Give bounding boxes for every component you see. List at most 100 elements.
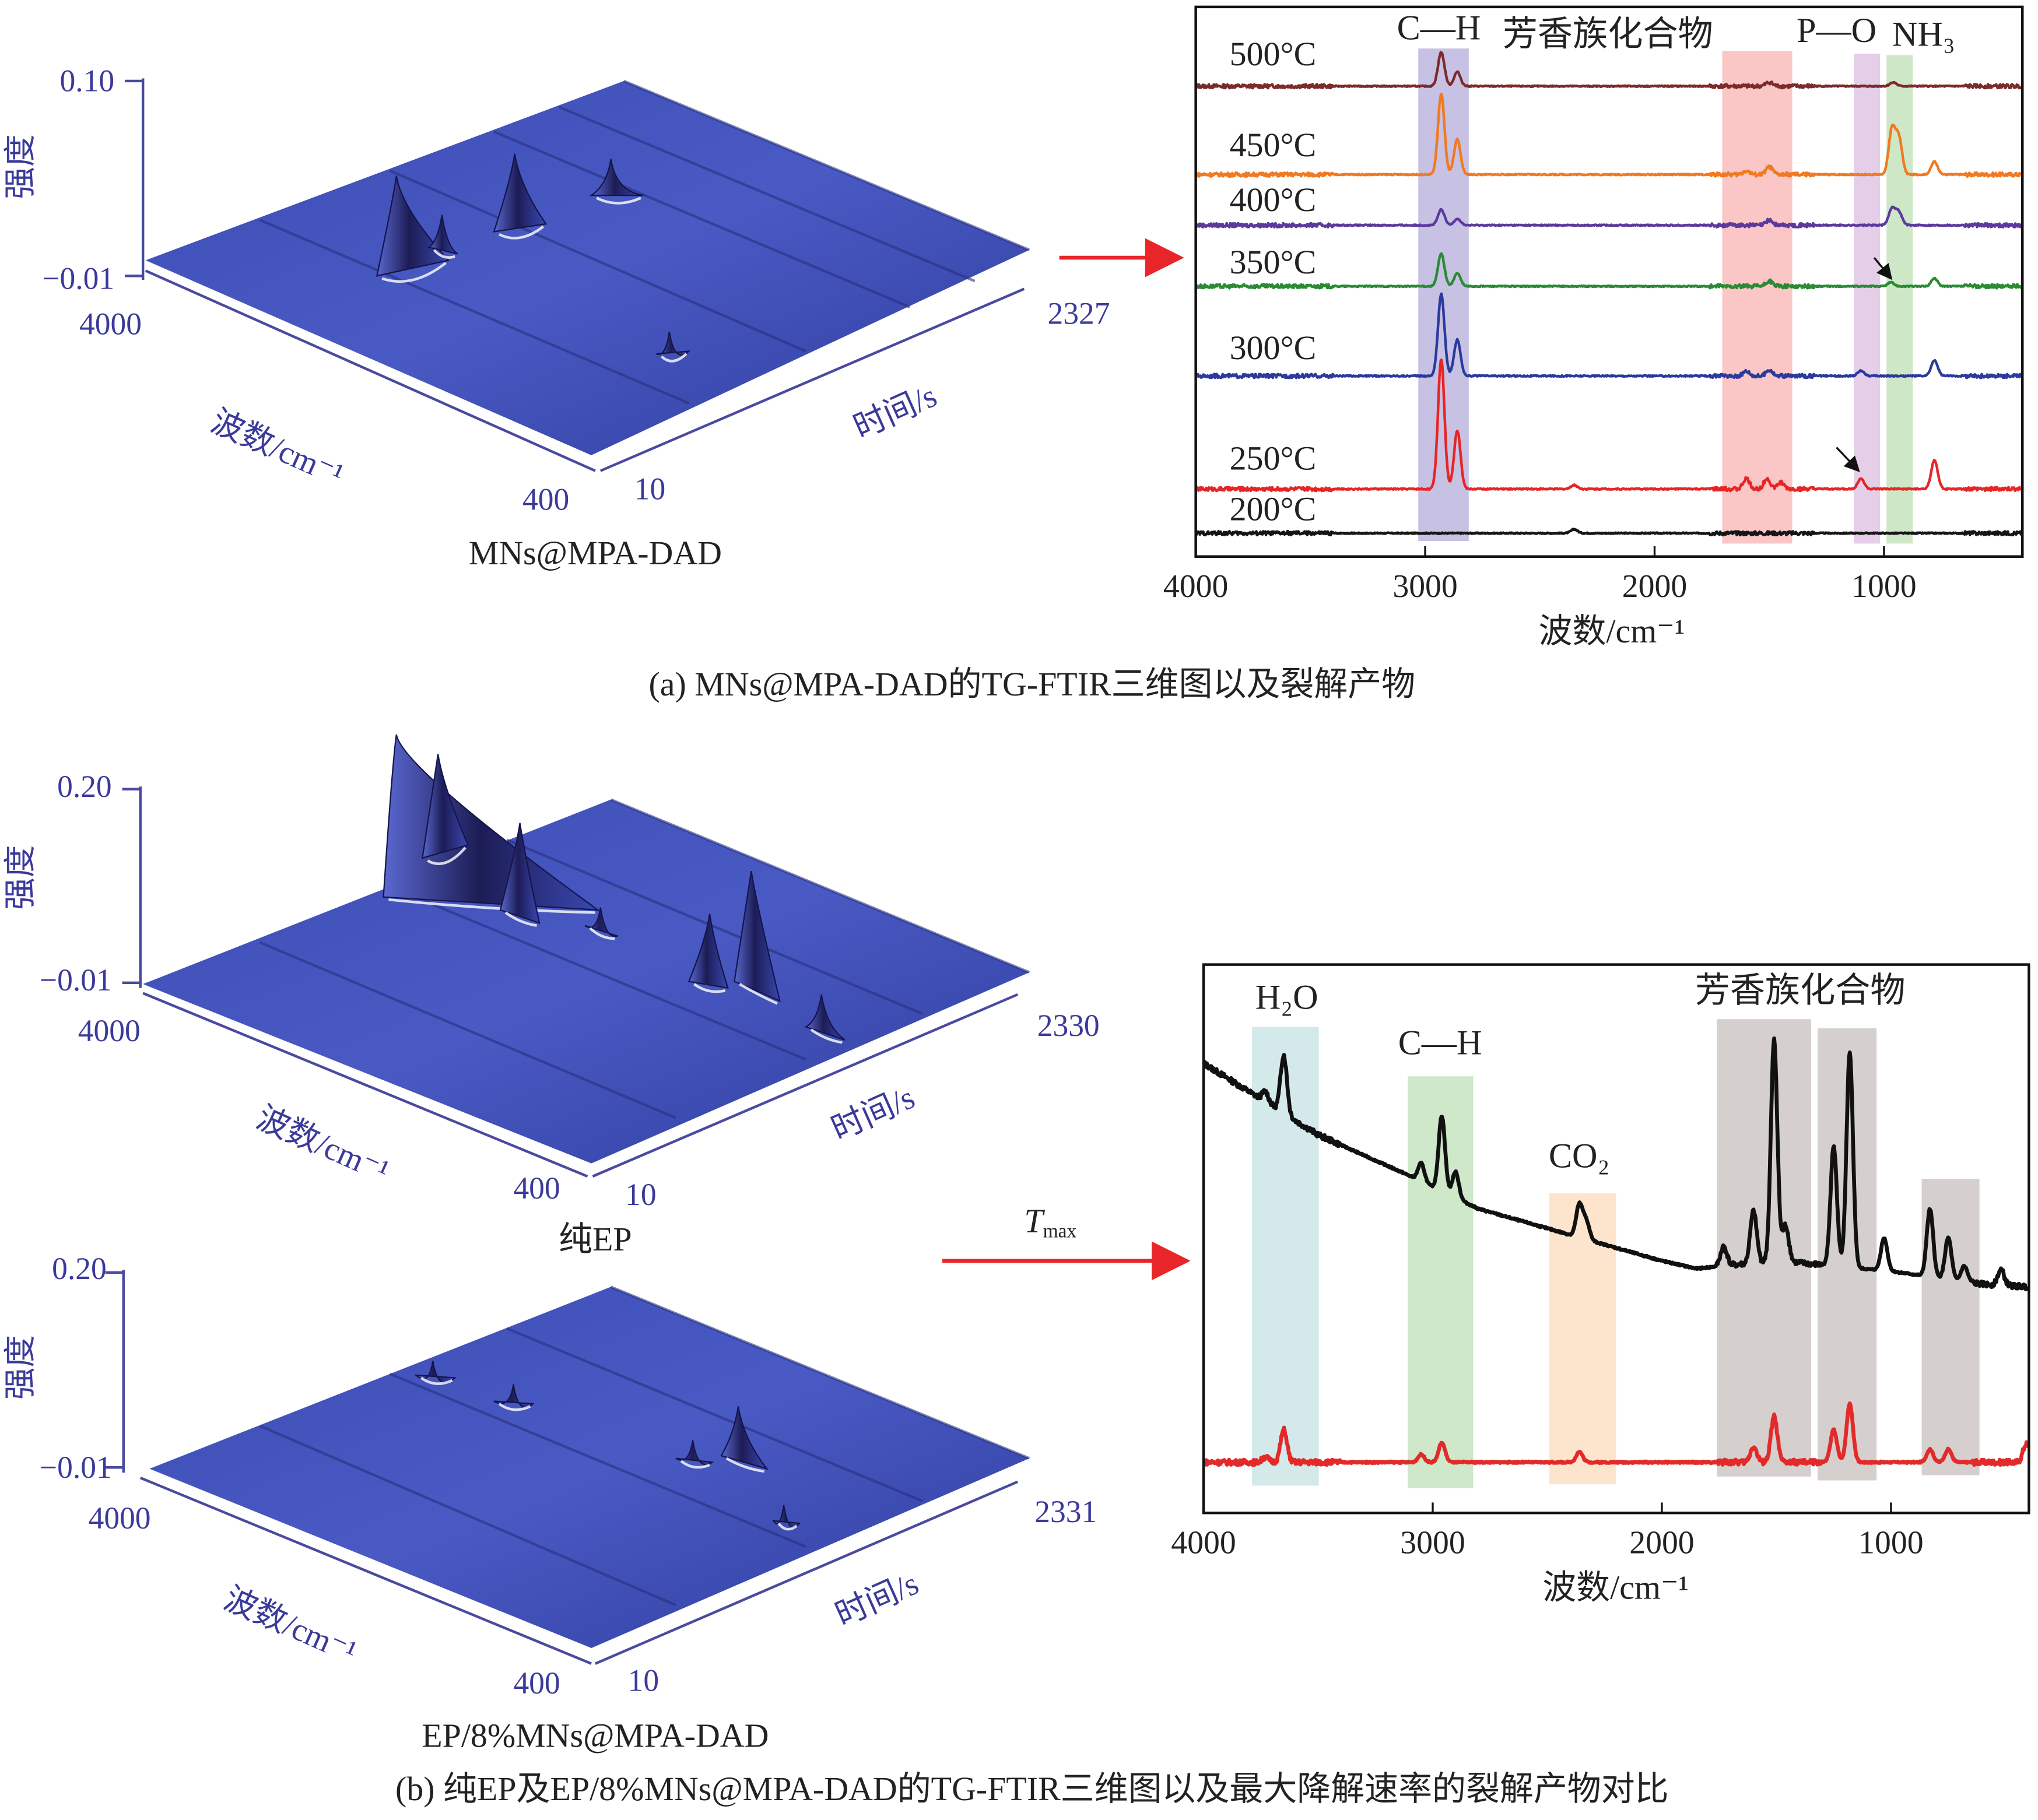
annotation-arrow — [1873, 257, 1893, 280]
surface — [149, 1287, 1030, 1649]
surface-ridge — [389, 1372, 806, 1548]
surface-ridge — [259, 941, 676, 1119]
plot-title: 纯EP — [559, 1220, 632, 1258]
surface-ridge — [558, 106, 976, 283]
plot-title: EP/8%MNs@MPA-DAD — [422, 1716, 769, 1754]
x-tick-label: 3000 — [1392, 568, 1457, 605]
surface-peak — [584, 907, 620, 937]
surface-peak — [427, 215, 458, 255]
y-axis-label: 时间/s — [830, 1565, 924, 1633]
tmax-label: Tmax — [1024, 1202, 1076, 1242]
surface-highlight — [596, 196, 641, 205]
x-tick-label: 1000 — [1858, 1524, 1923, 1561]
y-tick-label: 2331 — [1034, 1494, 1097, 1529]
z-axis-label: 强度 — [2, 134, 38, 199]
surface-highlight — [739, 983, 778, 1005]
surface-highlight — [693, 983, 726, 993]
x-axis-label: 波数/cm⁻¹ — [219, 1580, 362, 1671]
x-axis-label: 波数/cm⁻¹ — [251, 1099, 394, 1190]
y-tick-label: 10 — [628, 1663, 659, 1698]
series-label: 250°C — [1230, 439, 1317, 477]
surface-highlight — [420, 1376, 453, 1385]
y-axis — [599, 287, 1025, 472]
surface — [143, 799, 1030, 1164]
surface-peak — [734, 870, 781, 1002]
bands — [1251, 1019, 1980, 1488]
surface-peak — [589, 159, 644, 196]
y-axis — [592, 993, 1019, 1178]
surface-plot-ep: 0.20 −0.01 强度 4000 400 10 2330 波数/cm⁻¹ 时… — [2, 734, 1100, 1258]
series-label: 500°C — [1230, 35, 1317, 73]
x-axis — [139, 1476, 592, 1665]
x-tick-label: 4000 — [1163, 568, 1228, 605]
surface-peak — [376, 175, 450, 277]
y-axis-label: 时间/s — [848, 378, 942, 446]
band-label: 芳香族化合物 — [1503, 15, 1713, 54]
x-tick-label: 3000 — [1400, 1524, 1465, 1561]
band-0 — [1251, 1027, 1319, 1486]
surface-peak — [804, 994, 846, 1041]
series-line-450°C — [1195, 93, 2023, 178]
surface-ridge — [389, 885, 806, 1061]
series-label: 300°C — [1230, 329, 1317, 367]
surface-plot-mns: 0.10 −0.01 强度 4000 400 10 2327 波数/cm⁻¹ 时… — [2, 64, 1110, 572]
band-1 — [1722, 51, 1793, 544]
surface-ridge — [623, 79, 1030, 251]
bands — [1418, 48, 1913, 544]
surface-highlight — [498, 1403, 531, 1411]
plot-frame — [1194, 5, 2024, 558]
surface-ridge — [610, 798, 1030, 974]
series-line-350°C — [1194, 252, 2023, 290]
series-line-400°C — [1194, 205, 2023, 229]
x-tick-label: 400 — [513, 1171, 560, 1206]
series-lines — [1202, 1036, 2030, 1467]
x-tick-label: 2000 — [1629, 1524, 1694, 1561]
series-label: 350°C — [1230, 243, 1317, 281]
x-tick-label: 4000 — [79, 307, 142, 342]
surface-ridge — [259, 1424, 676, 1607]
series-lines — [1194, 51, 2023, 537]
caption-a: (a) MNs@MPA-DAD的TG-FTIR三维图以及裂解产物 — [649, 665, 1416, 703]
surface-highlight — [777, 1522, 798, 1531]
band-label: 芳香族化合物 — [1695, 971, 1906, 1010]
y-axis — [594, 1480, 1019, 1665]
z-tick-label: −0.01 — [42, 261, 114, 296]
y-tick-label: 2330 — [1037, 1008, 1100, 1043]
surface-highlight — [661, 353, 687, 363]
z-tick-label: 0.10 — [60, 64, 115, 99]
surface-peak — [499, 823, 541, 924]
series-line-series-1 — [1202, 1401, 2030, 1467]
surface-ridge — [506, 1327, 924, 1503]
x-tick-label: 1000 — [1851, 568, 1916, 605]
surface-highlight — [589, 927, 615, 940]
plot-title: MNs@MPA-DAD — [469, 534, 722, 572]
x-tick-label: 4000 — [78, 1013, 141, 1048]
x-tick-label: 4000 — [89, 1501, 151, 1536]
spectra-plot-tmax: 4000 3000 2000 1000 H₂O C—H CO₂ 芳香族化合物 波数/c… — [1171, 963, 2030, 1606]
x-axis-label: 波数/cm⁻¹ — [206, 403, 349, 494]
surface-highlight — [810, 1028, 843, 1044]
y-tick-label: 10 — [634, 472, 665, 507]
surface-ridge — [610, 1285, 1030, 1460]
surface-highlight — [427, 846, 466, 866]
band-label: C—H — [1397, 9, 1481, 48]
surface-ridge — [259, 219, 690, 405]
surface-peak — [687, 913, 729, 989]
tmax-sub: max — [1043, 1221, 1077, 1242]
x-axis-label: 波数/cm⁻¹ — [1542, 1568, 1689, 1606]
surface-highlight — [433, 249, 455, 259]
series-line-series-0 — [1202, 1036, 2030, 1291]
surface-peak — [720, 1406, 769, 1470]
z-axis-label: 强度 — [2, 845, 38, 910]
x-tick-label: 400 — [522, 482, 569, 517]
x-tick-label: 2000 — [1622, 568, 1687, 605]
x-ticks: 4000 3000 2000 1000 — [1171, 1502, 1924, 1561]
y-tick-label: 2327 — [1048, 296, 1110, 331]
surface-plot-ep-mns: 0.20 −0.01 强度 4000 400 10 2331 波数/cm⁻¹ 时… — [2, 1251, 1097, 1754]
surface-highlight — [388, 898, 595, 914]
x-tick-label: 4000 — [1171, 1524, 1236, 1561]
band-label: H₂O — [1255, 978, 1318, 1017]
x-tick-label: 400 — [513, 1666, 560, 1700]
series-label: 450°C — [1230, 126, 1317, 164]
